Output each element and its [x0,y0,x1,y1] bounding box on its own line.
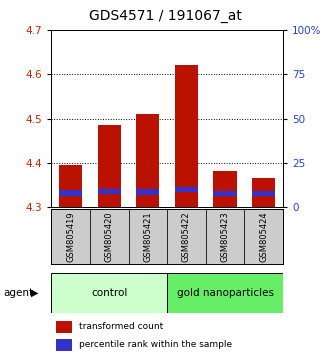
Text: GSM805423: GSM805423 [220,211,230,262]
Bar [213,171,237,207]
Bar [51,209,90,264]
Bar [59,190,82,196]
Text: GSM805420: GSM805420 [105,211,114,262]
Bar [136,114,160,207]
Text: GSM805419: GSM805419 [66,211,75,262]
Bar [167,209,206,264]
Bar [252,191,275,196]
Bar [56,321,72,333]
Text: GSM805421: GSM805421 [143,211,152,262]
Bar [59,165,82,207]
Text: gold nanoparticles: gold nanoparticles [176,288,274,298]
Bar [128,209,167,264]
Bar [206,209,244,264]
Text: transformed count: transformed count [79,322,164,331]
Bar [252,178,275,207]
Text: ▶: ▶ [31,288,38,298]
Bar [98,125,121,207]
Bar [244,209,283,264]
Bar [213,191,237,196]
Bar [51,273,167,313]
Bar [175,65,198,207]
Text: control: control [91,288,127,298]
Bar [98,189,121,194]
Bar [56,339,72,351]
Text: GSM805422: GSM805422 [182,211,191,262]
Bar [175,187,198,193]
Bar [136,189,160,195]
Text: GDS4571 / 191067_at: GDS4571 / 191067_at [89,9,242,23]
Bar [167,273,283,313]
Text: percentile rank within the sample: percentile rank within the sample [79,340,232,349]
Bar [90,209,128,264]
Text: GSM805424: GSM805424 [259,211,268,262]
Text: agent: agent [3,288,33,298]
